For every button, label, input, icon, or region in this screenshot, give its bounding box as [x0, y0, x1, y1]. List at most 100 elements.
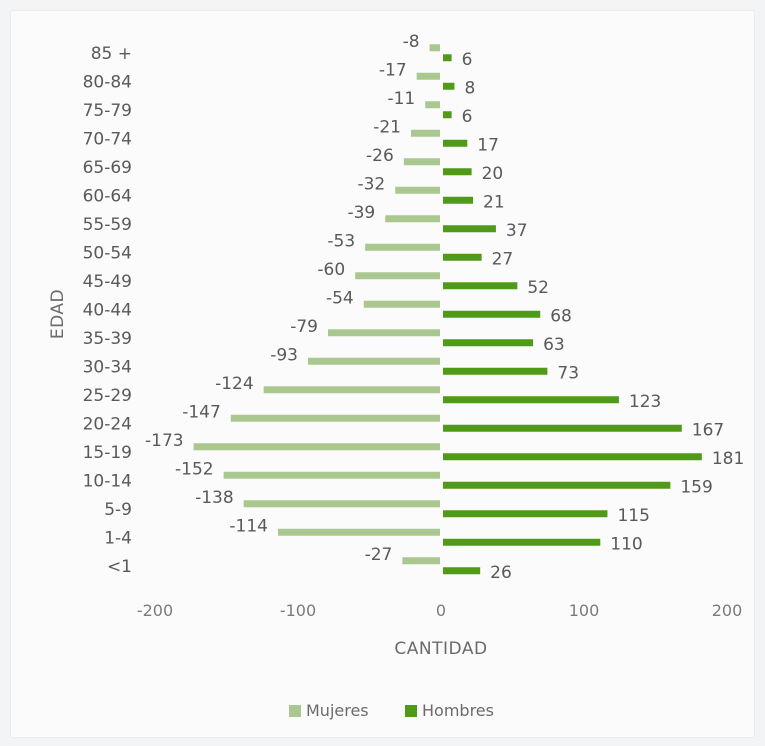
bar-hombres-0 — [443, 54, 452, 61]
category-label-9: 40-44 — [83, 300, 132, 320]
value-label-mujeres-13: -147 — [182, 402, 221, 422]
legend-label-hombres: Hombres — [422, 701, 494, 720]
bar-mujeres-17 — [278, 529, 440, 536]
bar-hombres-14 — [443, 453, 702, 460]
value-label-mujeres-9: -54 — [326, 288, 354, 308]
category-label-13: 20-24 — [83, 414, 132, 434]
bar-mujeres-3 — [411, 130, 440, 137]
value-label-hombres-10: 63 — [543, 335, 565, 355]
value-label-mujeres-5: -32 — [357, 174, 385, 194]
category-label-2: 75-79 — [83, 101, 132, 121]
bar-mujeres-2 — [425, 101, 440, 108]
category-label-6: 55-59 — [83, 215, 132, 235]
category-label-4: 65-69 — [83, 158, 132, 178]
value-label-hombres-9: 68 — [550, 306, 572, 326]
value-label-mujeres-18: -27 — [365, 545, 393, 565]
bar-hombres-10 — [443, 339, 533, 346]
bar-mujeres-14 — [194, 443, 440, 450]
x-tick-label-0: -200 — [137, 601, 173, 620]
bar-mujeres-13 — [231, 415, 440, 422]
bar-hombres-18 — [443, 567, 480, 574]
value-label-mujeres-7: -53 — [327, 231, 355, 251]
bar-hombres-13 — [443, 425, 682, 432]
value-label-hombres-4: 20 — [482, 164, 504, 184]
bar-hombres-17 — [443, 539, 600, 546]
value-label-hombres-17: 110 — [610, 534, 642, 554]
bar-mujeres-15 — [224, 472, 440, 479]
category-label-3: 70-74 — [83, 129, 132, 149]
value-label-mujeres-0: -8 — [403, 32, 420, 52]
bar-mujeres-16 — [244, 500, 440, 507]
value-label-hombres-15: 159 — [680, 477, 712, 497]
value-label-hombres-13: 167 — [692, 420, 724, 440]
x-tick-label-2: 0 — [436, 601, 446, 620]
bar-mujeres-6 — [385, 215, 440, 222]
y-axis-title: EDAD — [48, 289, 68, 339]
value-label-hombres-1: 8 — [464, 78, 475, 98]
value-label-hombres-3: 17 — [477, 135, 499, 155]
legend-label-mujeres: Mujeres — [306, 701, 369, 720]
value-label-mujeres-1: -17 — [379, 60, 407, 80]
category-label-15: 10-14 — [83, 471, 132, 491]
bar-hombres-8 — [443, 282, 517, 289]
value-label-mujeres-10: -79 — [290, 317, 318, 337]
value-label-hombres-2: 6 — [462, 107, 473, 127]
x-tick-label-3: 100 — [569, 601, 600, 620]
category-label-16: 5-9 — [104, 500, 132, 520]
bar-mujeres-10 — [328, 329, 440, 336]
value-label-hombres-18: 26 — [490, 563, 512, 583]
value-label-mujeres-6: -39 — [347, 203, 375, 223]
bar-mujeres-18 — [402, 557, 440, 564]
category-label-17: 1-4 — [104, 528, 132, 548]
bar-hombres-4 — [443, 168, 472, 175]
bar-mujeres-8 — [355, 272, 440, 279]
bar-hombres-3 — [443, 140, 467, 147]
bar-mujeres-9 — [364, 301, 440, 308]
value-label-mujeres-11: -93 — [270, 345, 298, 365]
category-label-11: 30-34 — [83, 357, 132, 377]
bar-hombres-16 — [443, 510, 607, 517]
category-label-5: 60-64 — [83, 186, 132, 206]
bar-mujeres-12 — [264, 386, 440, 393]
bar-hombres-2 — [443, 111, 452, 118]
bar-hombres-12 — [443, 396, 619, 403]
category-label-14: 15-19 — [83, 443, 132, 463]
bar-hombres-11 — [443, 368, 547, 375]
value-label-hombres-8: 52 — [527, 278, 549, 298]
x-axis-title: CANTIDAD — [394, 639, 487, 659]
bar-mujeres-1 — [417, 73, 440, 80]
value-label-hombres-16: 115 — [617, 506, 649, 526]
value-label-hombres-11: 73 — [557, 363, 579, 383]
value-label-hombres-6: 37 — [506, 221, 528, 241]
value-label-mujeres-17: -114 — [229, 516, 268, 536]
category-label-12: 25-29 — [83, 386, 132, 406]
value-label-mujeres-2: -11 — [387, 89, 415, 109]
category-label-8: 45-49 — [83, 272, 132, 292]
bar-hombres-1 — [443, 83, 454, 90]
x-tick-label-1: -100 — [280, 601, 316, 620]
bar-hombres-6 — [443, 225, 496, 232]
x-tick-label-4: 200 — [712, 601, 743, 620]
bar-mujeres-0 — [430, 44, 440, 51]
value-label-hombres-7: 27 — [492, 249, 514, 269]
bar-hombres-15 — [443, 482, 670, 489]
category-label-18: <1 — [107, 557, 132, 577]
category-label-1: 80-84 — [83, 72, 132, 92]
value-label-hombres-14: 181 — [712, 449, 744, 469]
value-label-hombres-5: 21 — [483, 192, 505, 212]
value-label-mujeres-15: -152 — [175, 459, 214, 479]
bar-hombres-7 — [443, 254, 482, 261]
bar-mujeres-11 — [308, 358, 440, 365]
value-label-mujeres-4: -26 — [366, 146, 394, 166]
value-label-mujeres-8: -60 — [317, 260, 345, 280]
bar-hombres-9 — [443, 311, 540, 318]
legend-swatch-hombres — [405, 705, 417, 717]
value-label-hombres-12: 123 — [629, 392, 661, 412]
category-label-10: 35-39 — [83, 329, 132, 349]
value-label-mujeres-14: -173 — [145, 431, 184, 451]
value-label-hombres-0: 6 — [462, 50, 473, 70]
legend-swatch-mujeres — [289, 705, 301, 717]
category-label-7: 50-54 — [83, 243, 132, 263]
